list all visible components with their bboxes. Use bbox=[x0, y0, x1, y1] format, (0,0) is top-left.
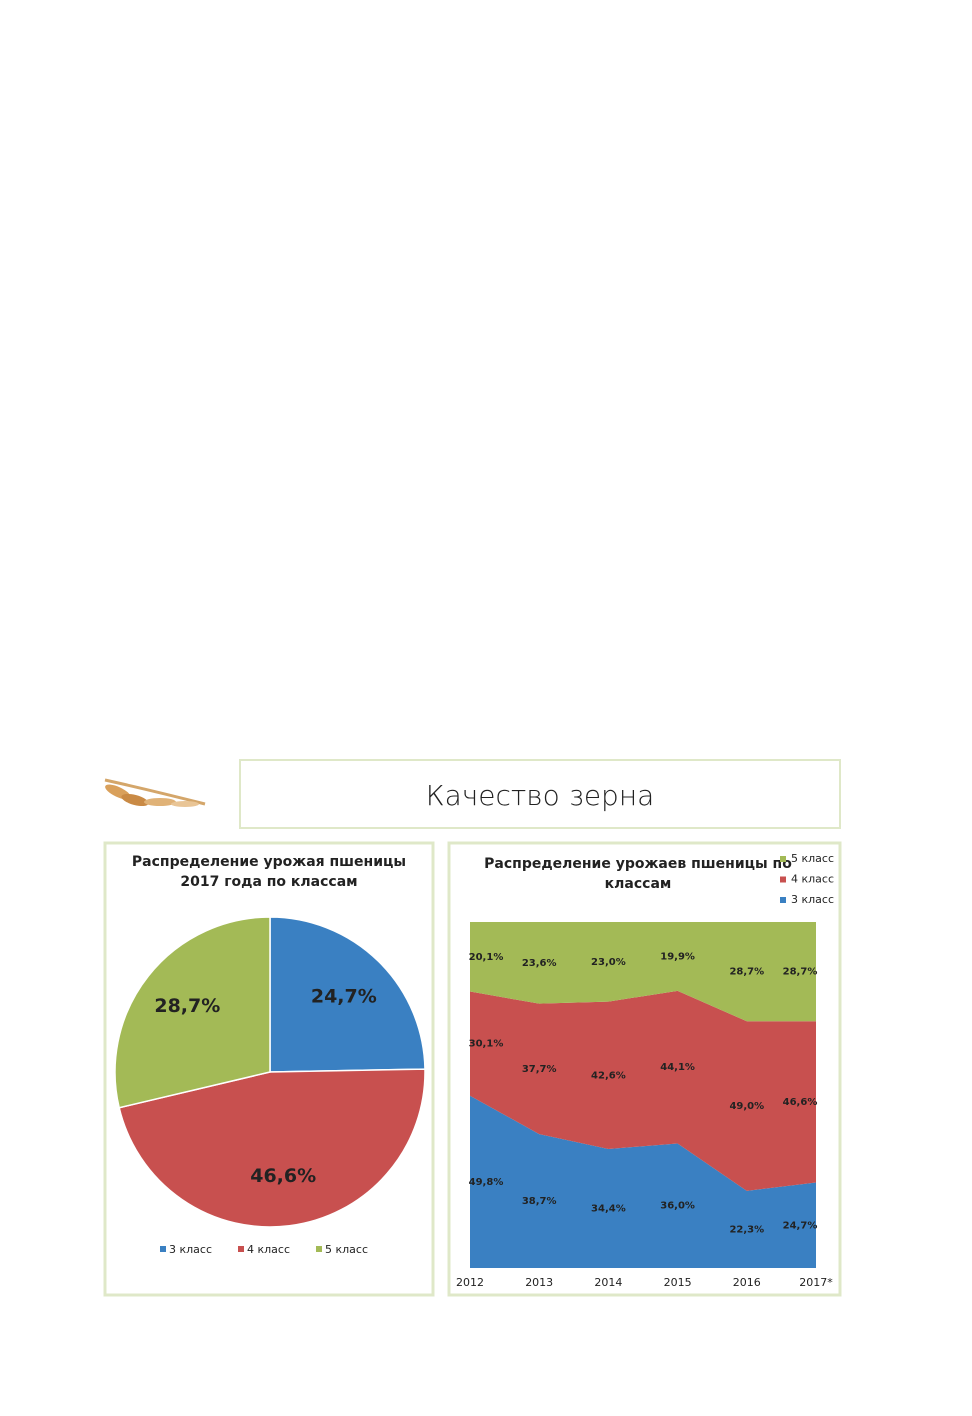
data-label: 24,7% bbox=[783, 1220, 818, 1231]
data-label: 34,4% bbox=[591, 1203, 626, 1214]
legend-swatch bbox=[780, 856, 786, 862]
legend-swatch bbox=[780, 876, 786, 883]
legend-label: 4 класс bbox=[791, 873, 834, 886]
area-series bbox=[470, 990, 816, 1191]
chart-title: Распределение урожаев пшеницы по bbox=[484, 856, 792, 872]
legend-label: 3 класс bbox=[169, 1243, 212, 1256]
x-tick-label: 2017* bbox=[799, 1276, 833, 1289]
data-label: 24,7% bbox=[311, 985, 377, 1007]
x-tick-label: 2012 bbox=[456, 1276, 484, 1289]
legend-swatch bbox=[238, 1246, 244, 1252]
data-label: 38,7% bbox=[522, 1196, 557, 1207]
x-tick-label: 2013 bbox=[525, 1276, 553, 1289]
data-label: 22,3% bbox=[729, 1224, 764, 1235]
legend-swatch bbox=[780, 897, 786, 903]
data-label: 49,8% bbox=[469, 1177, 504, 1188]
data-label: 28,7% bbox=[783, 967, 818, 978]
data-label: 23,0% bbox=[591, 957, 626, 968]
wheat-icon bbox=[104, 778, 206, 807]
data-label: 36,0% bbox=[660, 1201, 695, 1212]
legend-label: 4 класс bbox=[247, 1243, 290, 1256]
data-label: 42,6% bbox=[591, 1070, 626, 1081]
legend-label: 5 класс bbox=[791, 852, 834, 865]
header-box bbox=[239, 759, 841, 829]
data-label: 46,6% bbox=[783, 1097, 818, 1108]
chart-title: 2017 года по классам bbox=[180, 874, 357, 890]
legend-swatch bbox=[316, 1246, 322, 1252]
data-label: 28,7% bbox=[729, 967, 764, 978]
data-label: 46,6% bbox=[250, 1165, 316, 1187]
data-label: 44,1% bbox=[660, 1062, 695, 1073]
x-tick-label: 2016 bbox=[733, 1276, 761, 1289]
data-label: 23,6% bbox=[522, 958, 557, 969]
legend-label: 3 класс bbox=[791, 893, 834, 906]
legend-label: 5 класс bbox=[325, 1243, 368, 1256]
area-series bbox=[470, 922, 816, 1022]
data-label: 30,1% bbox=[469, 1039, 504, 1050]
pie-slice bbox=[114, 916, 271, 1109]
data-label: 19,9% bbox=[660, 951, 695, 962]
pie-slice bbox=[269, 916, 426, 1073]
data-label: 20,1% bbox=[469, 952, 504, 963]
chart-title: классам bbox=[605, 876, 672, 892]
chart-title: Распределение урожая пшеницы bbox=[132, 854, 406, 870]
data-label: 28,7% bbox=[154, 995, 220, 1017]
x-tick-label: 2014 bbox=[594, 1276, 622, 1289]
data-label: 49,0% bbox=[729, 1101, 764, 1112]
x-tick-label: 2015 bbox=[664, 1276, 692, 1289]
header-title: Качество зерна bbox=[426, 779, 655, 812]
legend-swatch bbox=[160, 1246, 166, 1252]
area-series bbox=[470, 1095, 816, 1268]
data-label: 37,7% bbox=[522, 1064, 557, 1075]
pie-slice bbox=[118, 1068, 426, 1228]
